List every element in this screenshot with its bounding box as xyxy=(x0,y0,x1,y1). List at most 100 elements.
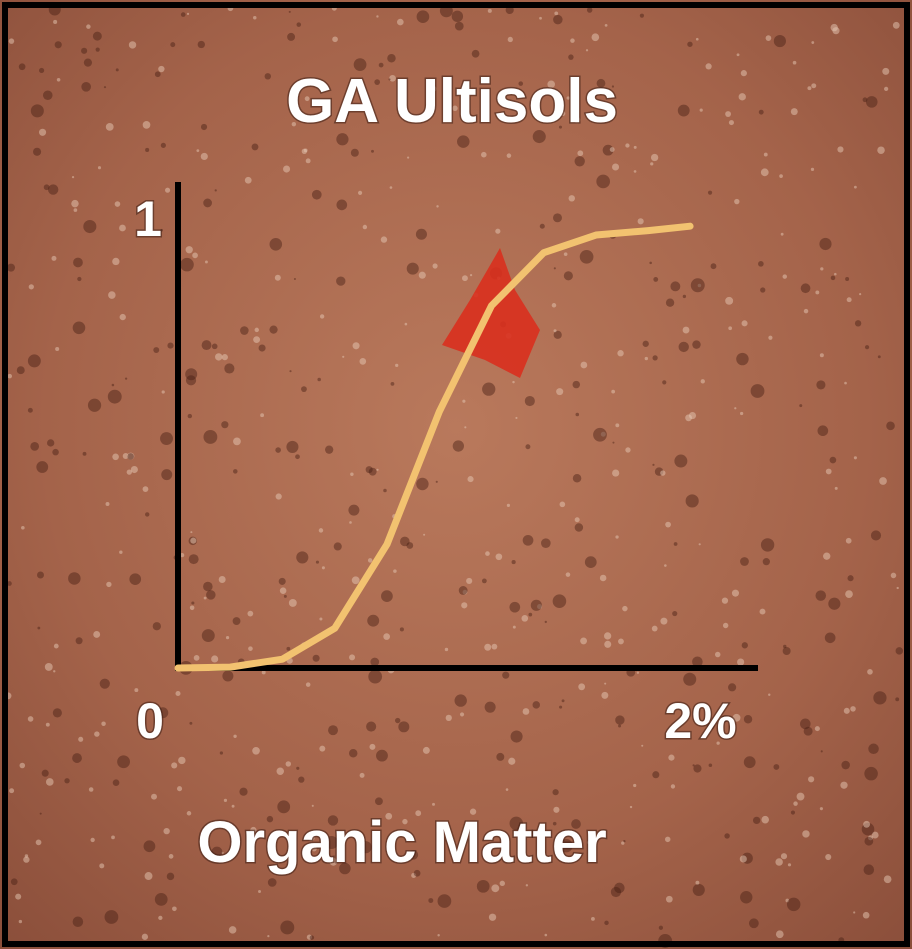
speckle xyxy=(682,294,687,299)
speckle xyxy=(18,63,26,71)
speckle xyxy=(685,414,693,422)
speckle xyxy=(291,121,297,127)
speckle xyxy=(6,263,16,272)
speckle xyxy=(699,108,703,112)
speckle xyxy=(802,830,810,838)
speckle xyxy=(145,512,150,517)
speckle xyxy=(499,880,506,887)
speckle xyxy=(190,531,193,534)
speckle xyxy=(810,167,815,172)
speckle xyxy=(830,275,836,281)
speckle xyxy=(296,22,302,27)
speckle xyxy=(248,646,253,651)
speckle xyxy=(305,158,311,164)
speckle xyxy=(325,836,339,850)
speckle xyxy=(395,363,399,368)
speckle xyxy=(37,571,44,579)
speckle xyxy=(732,713,741,722)
speckle xyxy=(10,878,18,886)
speckle xyxy=(126,469,132,475)
speckle xyxy=(358,190,363,195)
speckle xyxy=(124,377,128,380)
speckle xyxy=(336,199,348,211)
speckle xyxy=(258,344,266,352)
speckle xyxy=(389,74,396,82)
speckle xyxy=(180,12,186,17)
speckle xyxy=(677,104,690,117)
speckle xyxy=(117,755,130,769)
speckle xyxy=(53,19,58,24)
y-tick-label: 1 xyxy=(134,191,162,247)
speckle xyxy=(160,228,163,232)
speckle xyxy=(650,153,659,162)
speckle xyxy=(612,469,620,477)
speckle xyxy=(221,354,228,361)
speckle xyxy=(819,237,832,251)
speckle xyxy=(559,839,573,853)
speckle xyxy=(773,764,780,770)
speckle xyxy=(752,816,761,825)
speckle xyxy=(9,788,15,794)
speckle xyxy=(397,18,404,26)
speckle xyxy=(728,683,737,692)
speckle xyxy=(112,257,120,266)
speckle xyxy=(584,556,597,568)
speckle xyxy=(161,469,173,481)
speckle xyxy=(296,551,309,564)
speckle xyxy=(641,744,644,747)
speckle xyxy=(611,85,615,88)
speckle xyxy=(617,350,624,357)
speckle xyxy=(563,271,573,281)
speckle xyxy=(614,882,625,894)
speckle xyxy=(886,421,895,431)
speckle xyxy=(780,853,788,860)
speckle xyxy=(853,456,857,460)
speckle xyxy=(481,151,487,158)
speckle xyxy=(721,597,729,604)
speckle xyxy=(408,850,419,860)
speckle xyxy=(559,501,566,508)
speckle xyxy=(728,326,733,331)
speckle xyxy=(496,752,505,761)
speckle xyxy=(47,439,55,447)
speckle xyxy=(253,16,257,20)
speckle xyxy=(738,93,746,101)
speckle xyxy=(792,60,797,65)
speckle xyxy=(670,281,681,292)
speckle xyxy=(332,36,338,43)
speckle xyxy=(572,380,581,389)
speckle xyxy=(422,746,430,754)
speckle xyxy=(160,142,166,148)
speckle xyxy=(93,631,101,638)
speckle xyxy=(596,78,606,88)
speckle xyxy=(829,456,837,464)
speckle xyxy=(690,278,705,293)
speckle xyxy=(359,358,367,365)
speckle xyxy=(593,93,598,97)
speckle xyxy=(843,707,850,714)
speckle xyxy=(761,815,769,824)
speckle xyxy=(166,872,175,881)
speckle xyxy=(387,54,396,63)
speckle xyxy=(315,560,320,564)
speckle xyxy=(305,682,311,687)
speckle xyxy=(394,717,401,724)
speckle xyxy=(602,144,614,156)
speckle xyxy=(325,445,334,454)
speckle xyxy=(41,769,49,777)
speckle xyxy=(553,213,562,223)
speckle xyxy=(160,432,173,445)
chart-title: GA Ultisols xyxy=(286,67,618,136)
speckle xyxy=(211,846,223,858)
speckle xyxy=(524,395,535,407)
speckle xyxy=(864,836,874,846)
speckle xyxy=(106,581,112,588)
speckle xyxy=(832,27,840,35)
speckle xyxy=(157,707,169,719)
speckle xyxy=(171,762,178,769)
speckle xyxy=(834,272,837,276)
speckle xyxy=(563,252,568,256)
speckle xyxy=(180,257,194,272)
